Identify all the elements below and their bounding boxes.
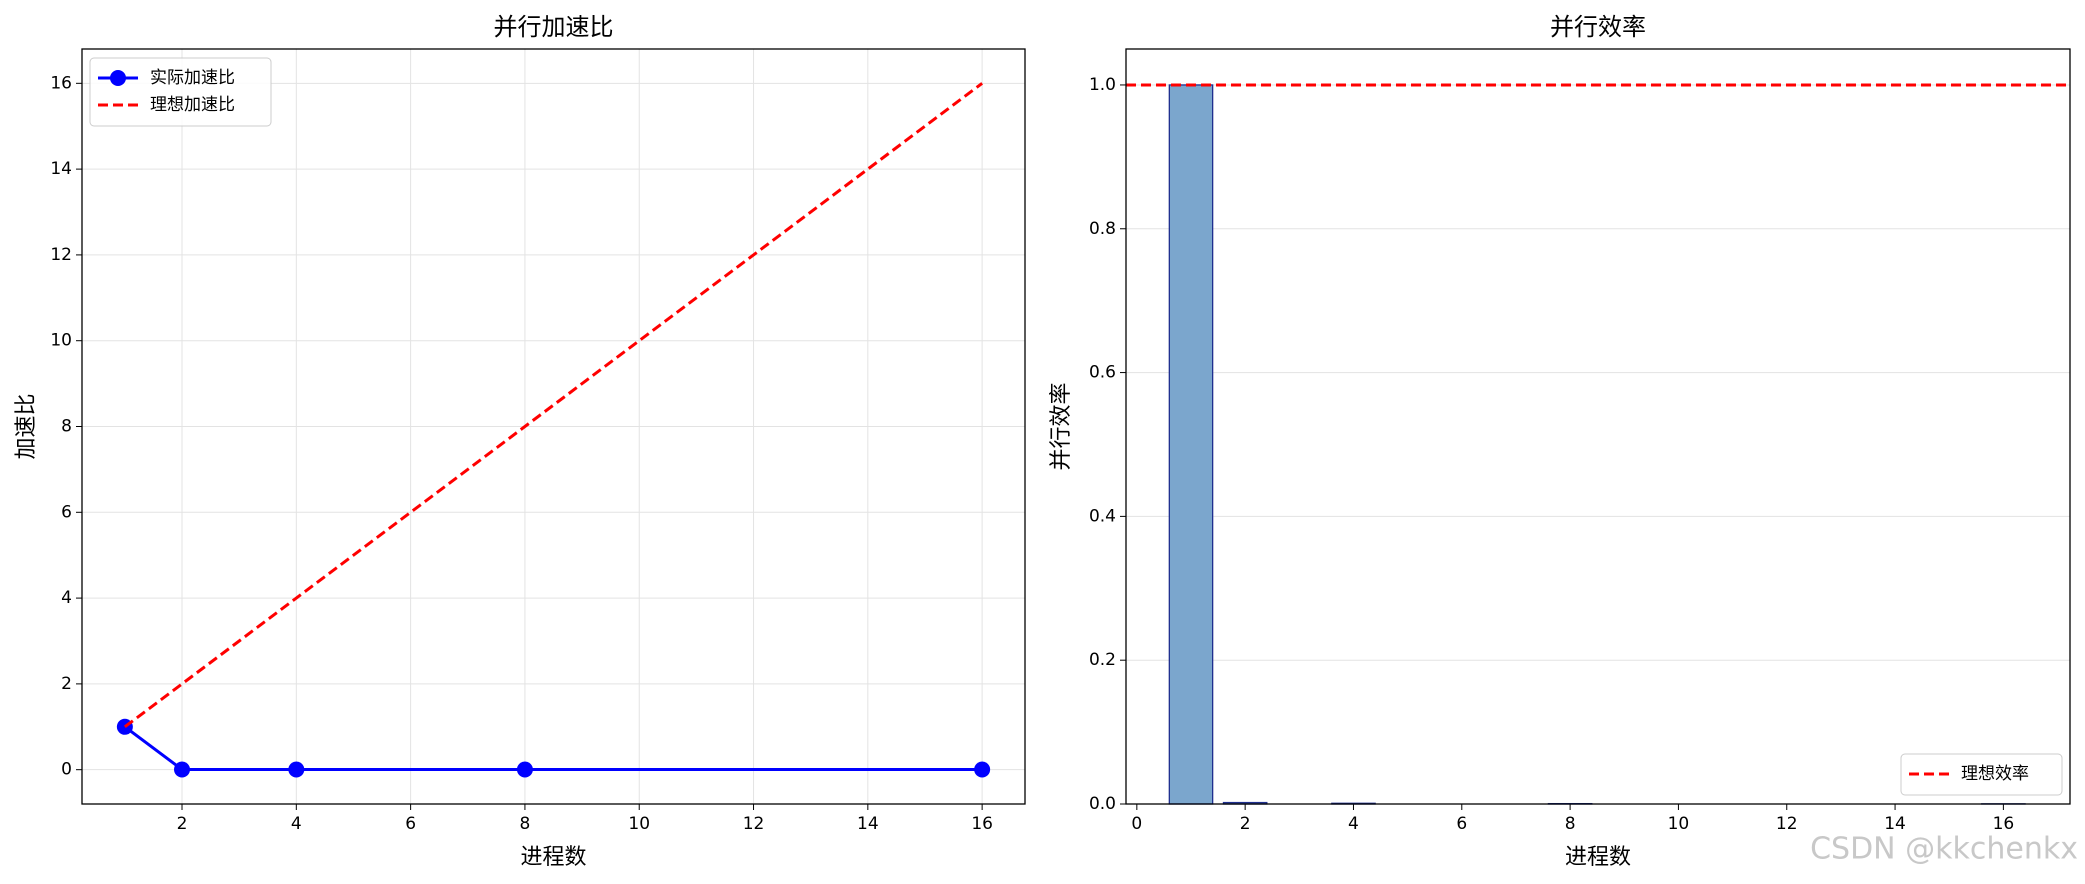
series-line [123, 725, 983, 772]
y-axis-label: 加速比 [14, 393, 39, 459]
y-tick-label: 1.0 [1089, 75, 1116, 95]
x-axis-label: 进程数 [1565, 845, 1631, 870]
chart-title: 并行加速比 [494, 13, 614, 41]
x-tick-label: 8 [520, 814, 531, 834]
y-tick-label: 14 [50, 159, 72, 179]
x-tick-label: 2 [1240, 814, 1251, 834]
point [516, 761, 533, 778]
point [174, 761, 191, 778]
x-tick-label: 14 [1884, 814, 1906, 834]
legend-label: 理想效率 [1961, 764, 2029, 784]
y-tick-label: 8 [61, 417, 72, 437]
x-tick-label: 16 [971, 814, 993, 834]
y-tick-label: 0.8 [1089, 219, 1116, 239]
legend-label: 实际加速比 [150, 68, 235, 88]
legend-box [89, 57, 272, 127]
chart-title: 并行效率 [1550, 13, 1646, 41]
x-tick-label: 6 [405, 814, 416, 834]
y-tick-label: 0 [61, 760, 72, 780]
bar [1168, 84, 1214, 805]
x-tick-label: 2 [177, 814, 188, 834]
y-tick-label: 4 [61, 588, 72, 608]
y-tick-label: 16 [50, 73, 72, 93]
x-tick-label: 14 [857, 814, 879, 834]
x-tick-label: 6 [1456, 814, 1467, 834]
y-tick-label: 10 [50, 331, 72, 351]
y-axis-label: 并行效率 [1049, 382, 1074, 470]
legend-marker [110, 70, 126, 86]
axes-frame [1125, 48, 2071, 805]
x-tick-label: 12 [1776, 814, 1798, 834]
point [974, 761, 991, 778]
point [288, 761, 305, 778]
y-tick-label: 0.6 [1089, 363, 1116, 383]
y-tick-label: 0.4 [1089, 506, 1116, 526]
legend-label: 理想加速比 [150, 95, 235, 115]
x-tick-label: 4 [1348, 814, 1359, 834]
x-axis-label: 进程数 [520, 845, 586, 870]
x-tick-label: 16 [1993, 814, 2015, 834]
y-tick-label: 0.0 [1089, 794, 1116, 814]
axes-frame [81, 48, 1026, 805]
legend-box [1900, 753, 2063, 796]
y-tick-label: 12 [50, 245, 72, 265]
series-line [123, 82, 984, 728]
x-tick-label: 8 [1565, 814, 1576, 834]
y-tick-label: 2 [61, 674, 72, 694]
x-tick-label: 10 [628, 814, 650, 834]
y-tick-label: 6 [61, 502, 72, 522]
x-tick-label: 4 [291, 814, 302, 834]
x-tick-label: 10 [1668, 814, 1690, 834]
x-tick-label: 0 [1131, 814, 1142, 834]
watermark: CSDN @kkchenkx [1810, 832, 2078, 867]
y-tick-label: 0.2 [1089, 650, 1116, 670]
x-tick-label: 12 [743, 814, 765, 834]
